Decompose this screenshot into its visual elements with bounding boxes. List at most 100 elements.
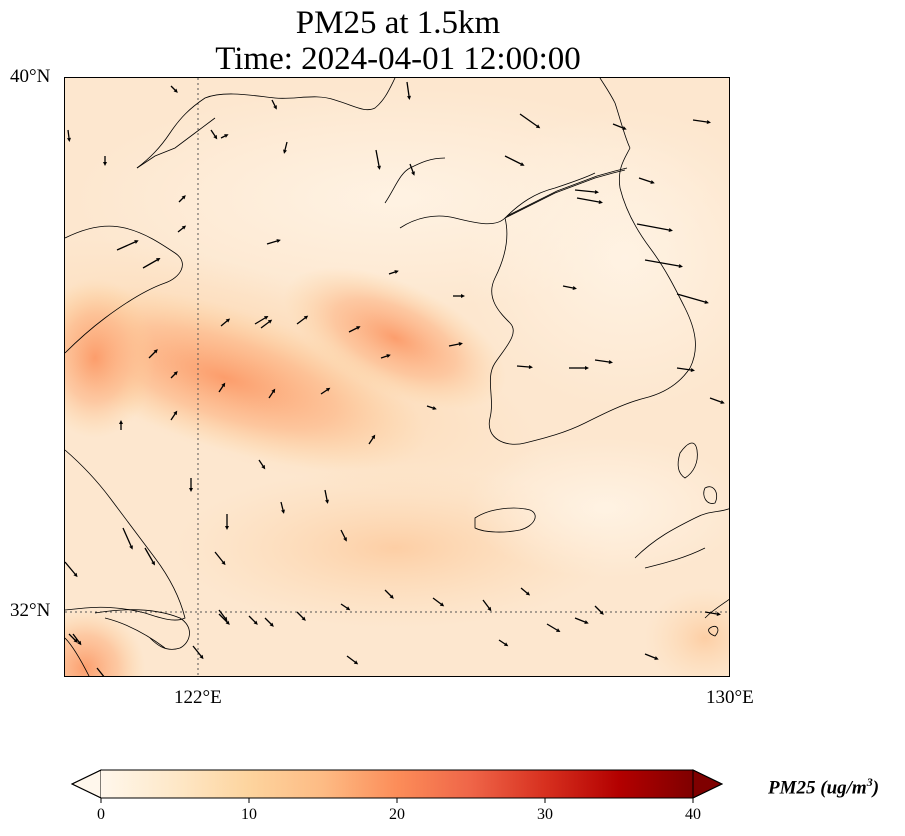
wind-arrow-shaft [214,551,224,563]
wind-arrow-head [386,354,391,358]
wind-arrow-head [325,387,331,392]
wind-arrow-shaft [348,327,358,333]
lon-label-130e: 130°E [706,687,754,708]
wind-arrow-head [225,318,231,323]
wind-arrow-head [213,134,218,140]
wind-arrow-head [221,382,226,388]
wind-arrow-head [261,464,266,470]
wind-arrow-shaft [192,645,202,657]
colorbar-tick-label-10: 10 [241,806,257,823]
wind-arrow-head [225,526,229,530]
pm25-plume-coast [65,278,155,438]
colorbar [70,769,724,803]
wind-arrow-head [181,195,186,200]
wind-arrow-shaft [170,413,176,421]
wind-arrow-shaft [644,653,656,659]
wind-arrow-head [377,165,381,170]
wind-arrow-shaft [340,603,348,609]
wind-arrow-shaft [142,259,158,269]
wind-arrow-shaft [636,223,670,231]
wind-arrow-head [622,126,627,130]
wind-arrow-head [253,620,258,625]
wind-arrow-shaft [96,667,105,676]
wind-arrow-shaft [248,615,256,623]
wind-arrow-head [461,294,465,298]
wind-arrow-shaft [320,389,328,395]
wind-arrow-head [223,616,228,622]
wind-arrow-shaft [72,633,80,643]
wind-arrow-head [325,499,329,504]
wind-arrow-shaft [594,359,610,363]
wind-vectors [65,81,725,676]
wind-arrow-head [199,654,204,660]
wind-arrow-head [345,606,351,611]
wind-arrow-head [535,124,541,129]
pm25-low-korea [465,108,729,408]
wind-arrow-head [173,371,178,376]
wind-arrow-shaft [644,259,680,267]
wind-arrow-shaft [368,437,374,445]
wind-arrow-head [394,270,399,274]
pm25-low-southeast [465,438,729,578]
wind-arrow-head [283,149,287,154]
wind-arrow-head [151,561,155,566]
wind-arrow-head [77,640,82,646]
map-title-line2: Time: 2024-04-01 12:00:00 [215,41,581,77]
wind-arrow-shaft [482,599,490,609]
wind-arrow-shaft [260,321,270,329]
wind-arrow-shaft [704,611,718,615]
wind-arrow-shaft [218,613,228,623]
colorbar-tick-label-0: 0 [97,806,105,823]
wind-arrow-head [73,572,78,578]
colorbar-tick-label-30: 30 [537,806,553,823]
colorbar-gradient [101,770,693,798]
pm25-southeast-corner [645,588,729,676]
wind-arrow-head [668,228,673,232]
wind-arrow-head [281,509,285,514]
wind-arrow-shaft [520,587,528,594]
wind-arrow-head [267,319,273,324]
wind-arrow-shaft [612,123,624,129]
wind-arrow-shaft [562,285,574,289]
wind-arrow-head [520,162,525,166]
wind-arrow-shaft [284,141,288,151]
wind-arrow-head [525,591,531,596]
wind-arrow-shaft [324,489,328,501]
wind-arrow-shaft [148,351,156,359]
wind-arrow-head [411,171,415,176]
wind-arrow-shaft [170,85,176,91]
colorbar-tick-label-20: 20 [389,806,405,823]
wind-arrow-head [690,368,695,372]
wind-arrow-shaft [504,155,522,165]
wind-arrow-head [608,360,613,364]
wind-arrow-shaft [271,99,276,107]
wind-arrow-head [704,300,709,304]
wind-arrow-shaft [220,135,226,139]
wind-arrow-head [487,606,492,612]
wind-arrow-shaft [576,197,600,203]
wind-arrow-shaft [296,611,304,619]
wind-arrow-shaft [384,589,392,597]
wind-arrow-head [221,560,226,566]
map-panel [64,77,730,677]
wind-arrow-shaft [65,561,76,575]
wind-arrow-head [129,545,133,550]
lon-label-122e: 122°E [174,687,222,708]
wind-arrow-shaft [448,343,460,347]
wind-arrow-shaft [178,197,184,203]
wind-arrow-shaft [264,617,272,625]
wind-arrow-shaft [574,189,596,193]
wind-arrow-shaft [432,597,442,605]
wind-arrow-head [598,200,603,204]
colorbar-max-extend [692,769,724,799]
wind-arrow-head [276,239,281,243]
wind-arrow-head [584,620,589,624]
wind-arrow-head [407,95,411,100]
wind-arrow-head [263,315,269,320]
wind-arrow-shaft [68,633,76,641]
wind-arrow-shaft [254,317,266,325]
wind-arrow-head [716,612,721,616]
wind-arrow-head [555,628,561,633]
wind-arrow-shaft [574,617,586,623]
wind-arrow-head [67,137,71,142]
